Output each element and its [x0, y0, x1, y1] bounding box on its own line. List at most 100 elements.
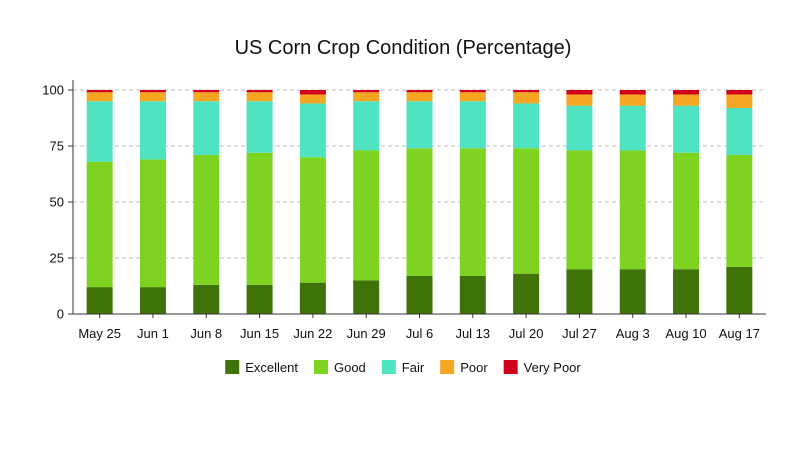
bar-segment-very-poor — [459, 90, 486, 93]
bar-stack — [566, 90, 593, 314]
x-tick-label: Jun 22 — [293, 326, 332, 341]
bar-segment-good — [566, 150, 593, 270]
bar-stack — [193, 90, 220, 314]
bar-segment-good — [139, 159, 166, 288]
x-tick-label: Jul 20 — [509, 326, 544, 341]
bar-segment-excellent — [513, 273, 540, 314]
legend-swatch — [440, 360, 455, 374]
legend-item: Good — [313, 360, 366, 375]
bar-stack — [139, 90, 166, 314]
bar-segment-excellent — [726, 266, 753, 314]
x-tick-label: Jun 8 — [190, 326, 222, 341]
bar-segment-excellent — [673, 269, 700, 314]
y-tick-label: 100 — [42, 83, 64, 98]
bar-segment-very-poor — [619, 90, 646, 95]
bar-segment-poor — [406, 92, 433, 102]
chart-title: US Corn Crop Condition (Percentage) — [235, 37, 572, 59]
bar-stack — [353, 90, 380, 314]
bar-segment-poor — [246, 92, 273, 102]
bar-stack — [299, 90, 326, 314]
bar-segment-fair — [619, 105, 646, 151]
bar-segment-good — [299, 157, 326, 283]
bar-segment-very-poor — [513, 90, 540, 93]
bar-segment-poor — [86, 92, 113, 102]
bar-segment-poor — [459, 92, 486, 102]
bar-segment-very-poor — [406, 90, 433, 93]
legend-item: Excellent — [225, 360, 298, 375]
bar-segment-excellent — [353, 280, 380, 314]
legend-item: Very Poor — [503, 360, 582, 375]
bar-segment-fair — [513, 103, 540, 149]
x-tick-label: Jul 27 — [562, 326, 597, 341]
bar-segment-fair — [86, 101, 113, 162]
bar-segment-fair — [566, 105, 593, 151]
x-tick-label: Aug 10 — [665, 326, 706, 341]
bar-segment-excellent — [139, 287, 166, 314]
bar-segment-very-poor — [726, 90, 753, 95]
x-tick-label: Aug 3 — [616, 326, 650, 341]
bar-segment-fair — [673, 105, 700, 153]
x-tick-label: Jun 1 — [137, 326, 169, 341]
bar-stack — [406, 90, 433, 314]
legend-label: Fair — [402, 360, 425, 375]
axes: 0 25 50 75 100 May 25 Jun 1 Jun 8 Jun 15 Jun 22 Ju… — [42, 80, 766, 341]
bar-segment-excellent — [86, 287, 113, 314]
bar-segment-good — [619, 150, 646, 270]
bar-segment-good — [406, 148, 433, 276]
bar-segment-poor — [726, 94, 753, 108]
legend-label: Excellent — [245, 360, 298, 375]
x-tick-label: Jul 13 — [455, 326, 490, 341]
bar-stack — [726, 90, 753, 314]
bar-segment-excellent — [299, 282, 326, 314]
bar-segment-very-poor — [566, 90, 593, 95]
bar-segment-excellent — [459, 275, 486, 314]
bar-segment-poor — [566, 94, 593, 106]
bar-segment-good — [673, 152, 700, 270]
bar-segment-good — [353, 150, 380, 281]
legend-swatch — [381, 360, 396, 374]
legend: Excellent Good Fair Poor Very Poor — [225, 360, 581, 375]
bar-segment-fair — [726, 107, 753, 155]
bar-segment-very-poor — [299, 90, 326, 95]
bar-segment-fair — [353, 101, 380, 151]
legend-swatch — [313, 360, 328, 374]
bar-segment-excellent — [193, 284, 220, 314]
x-tick-label: May 25 — [78, 326, 121, 341]
bar-segment-fair — [193, 101, 220, 155]
bar-segment-excellent — [619, 269, 646, 314]
bar-segment-excellent — [406, 275, 433, 314]
legend-item: Fair — [381, 360, 425, 375]
y-tick-label: 75 — [50, 139, 64, 154]
legend-label: Very Poor — [524, 360, 582, 375]
legend-item: Poor — [440, 360, 488, 375]
bar-segment-very-poor — [673, 90, 700, 95]
bar-segment-poor — [353, 92, 380, 102]
bar-segment-poor — [193, 92, 220, 102]
legend-label: Poor — [460, 360, 488, 375]
y-tick-label: 50 — [50, 195, 64, 210]
bar-segment-good — [86, 161, 113, 288]
bar-segment-very-poor — [353, 90, 380, 93]
bar-stack — [86, 90, 113, 314]
y-tick-label: 0 — [57, 307, 64, 322]
bar-stack — [619, 90, 646, 314]
bar-segment-poor — [139, 92, 166, 102]
bar-stack — [673, 90, 700, 314]
bar-segment-good — [726, 154, 753, 267]
bar-segment-very-poor — [86, 90, 113, 93]
bar-segment-fair — [406, 101, 433, 149]
bar-segment-poor — [673, 94, 700, 106]
bar-segment-good — [246, 152, 273, 285]
x-tick-label: Aug 17 — [719, 326, 760, 341]
x-tick-label: Jun 29 — [347, 326, 386, 341]
bar-segment-poor — [619, 94, 646, 106]
bar-segment-excellent — [246, 284, 273, 314]
legend-swatch — [225, 360, 240, 374]
bar-segment-poor — [299, 94, 326, 104]
y-tick-label: 25 — [50, 251, 64, 266]
bar-stack — [246, 90, 273, 314]
bar-segment-very-poor — [139, 90, 166, 93]
bar-segment-good — [513, 148, 540, 274]
